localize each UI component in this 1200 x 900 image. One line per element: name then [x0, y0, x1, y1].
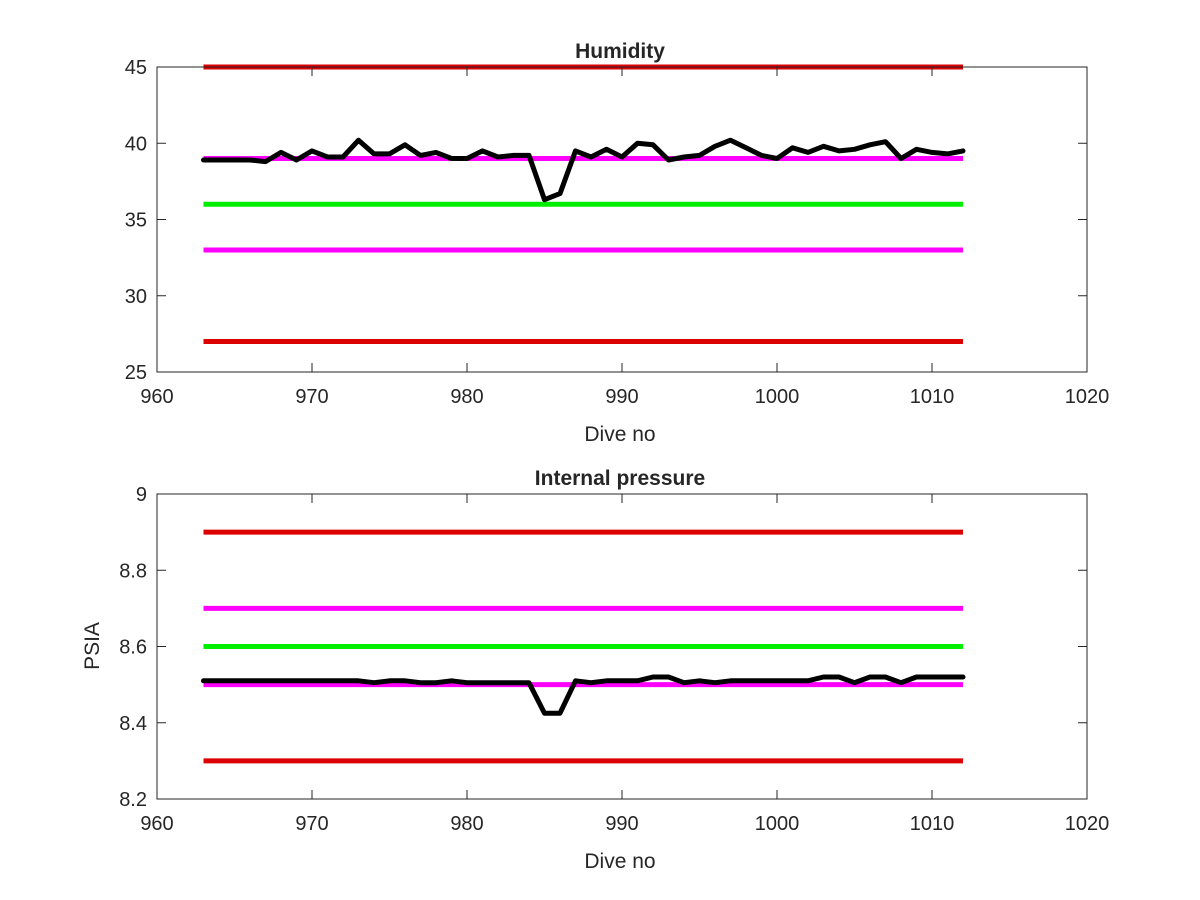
x-tick-label: 1020: [1065, 386, 1110, 408]
chart-title: Internal pressure: [535, 467, 705, 490]
x-tick-label: 960: [140, 813, 173, 835]
x-tick-label: 990: [605, 386, 638, 408]
y-tick-label: 9: [136, 484, 147, 506]
x-tick-label: 990: [605, 813, 638, 835]
x-tick-label: 970: [295, 813, 328, 835]
x-tick-label: 980: [450, 386, 483, 408]
x-tick-label: 1010: [910, 386, 955, 408]
x-tick-label: 1000: [755, 386, 800, 408]
x-axis-ticks: 960 970 980 990 1000 1010 1020: [140, 494, 1109, 835]
x-tick-label: 1010: [910, 813, 955, 835]
y-tick-label: 40: [125, 133, 147, 155]
x-axis-ticks: 960 970 980 990 1000 1010 1020: [140, 67, 1109, 408]
x-tick-label: 1000: [755, 813, 800, 835]
y-tick-label: 35: [125, 210, 147, 232]
x-axis-label: Dive no: [584, 423, 655, 446]
subplot-humidity: Humidity 960 970 980 990 1000 1010 1020 25 30 35…: [125, 40, 1110, 446]
x-tick-label: 970: [295, 386, 328, 408]
subplot-internal-pressure: Internal pressure 960 970 980 990 1000 1010 10…: [81, 467, 1109, 873]
axes-box: [156, 66, 1088, 373]
y-tick-label: 30: [125, 286, 147, 308]
data-series-line: [201, 137, 966, 203]
chart-title: Humidity: [575, 40, 665, 63]
data-series-line: [201, 674, 966, 716]
y-tick-label: 8.8: [119, 560, 147, 582]
y-tick-label: 8.2: [119, 789, 147, 811]
x-tick-label: 1020: [1065, 813, 1110, 835]
y-axis-label: PSIA: [81, 622, 104, 670]
y-tick-label: 25: [125, 362, 147, 384]
y-tick-label: 8.4: [119, 713, 147, 735]
y-tick-label: 8.6: [119, 637, 147, 659]
plot-area: [201, 529, 966, 764]
y-axis-ticks: 8.2 8.4 8.6 8.8 9: [119, 484, 1087, 811]
y-axis-ticks: 25 30 35 40 45: [125, 57, 1087, 384]
plot-area: [201, 64, 966, 344]
x-axis-label: Dive no: [584, 850, 655, 873]
y-tick-label: 45: [125, 57, 147, 79]
x-tick-label: 980: [450, 813, 483, 835]
x-tick-label: 960: [140, 386, 173, 408]
